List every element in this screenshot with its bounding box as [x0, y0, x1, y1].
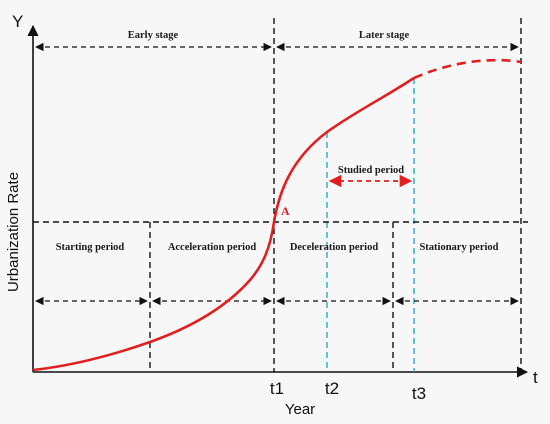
stationary-period-label: Stationary period: [419, 242, 498, 253]
early-stage-label: Early stage: [128, 30, 179, 41]
tick-t3: t3: [412, 384, 426, 403]
x-axis-letter: t: [533, 368, 538, 387]
studied-period-label: Studied period: [338, 165, 404, 176]
tick-t2: t2: [325, 379, 339, 398]
starting-period-label: Starting period: [56, 242, 125, 253]
y-axis-letter: Y: [12, 12, 23, 31]
tick-t1: t1: [270, 379, 284, 398]
y-axis-title: Urbanization Rate: [5, 172, 22, 292]
later-stage-label: Later stage: [359, 30, 410, 41]
deceleration-period-label: Deceleration period: [290, 242, 379, 253]
urbanization-curve: [32, 76, 415, 372]
urbanization-curve-projected: [413, 58, 522, 80]
x-axis-title: Year: [285, 401, 315, 418]
inflection-point-label: A: [281, 204, 290, 218]
acceleration-period-label: Acceleration period: [168, 242, 257, 253]
